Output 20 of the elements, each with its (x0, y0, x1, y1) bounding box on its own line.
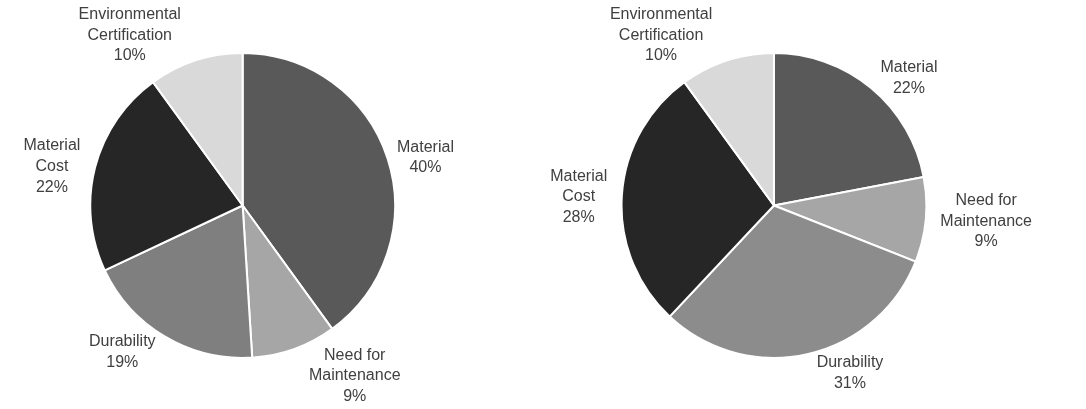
data-label: 10% (113, 46, 146, 64)
data-label: 9% (974, 232, 998, 250)
slice-label: Durability (816, 353, 884, 371)
data-label: 40% (409, 158, 442, 176)
data-label: 31% (833, 374, 866, 392)
slice-label: Material (397, 137, 454, 155)
slice-label: Environmental Certification (78, 4, 181, 43)
slice-label: Material (880, 57, 938, 75)
data-label: 9% (343, 387, 367, 405)
slice-label: Environmental Certification (609, 4, 713, 43)
slice-label: Need for Maintenance (940, 190, 1033, 229)
data-label: 28% (562, 208, 595, 226)
data-label: 19% (106, 352, 139, 370)
data-label: 22% (35, 178, 68, 196)
slice-label: Durability (88, 331, 156, 349)
slice-label: Material Cost (23, 136, 81, 175)
slice-label: Material Cost (550, 166, 608, 205)
data-label: 22% (892, 78, 925, 96)
slice-label: Need for Maintenance (308, 345, 401, 384)
data-label: 10% (645, 46, 678, 64)
